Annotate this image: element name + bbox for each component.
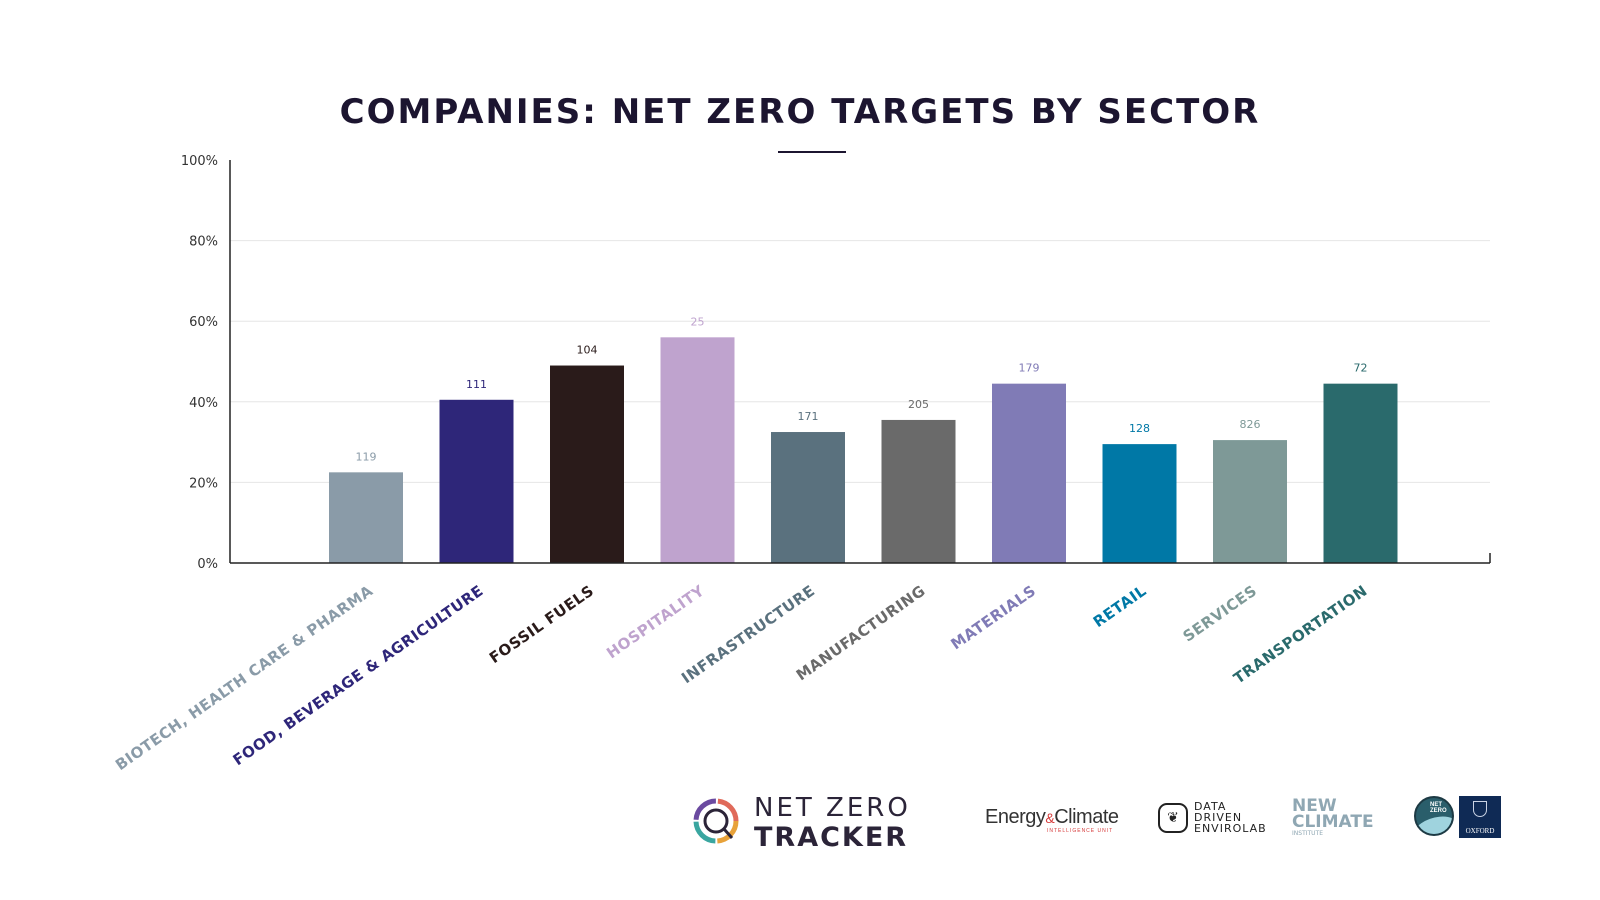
title-underline (778, 151, 846, 153)
bar (550, 365, 624, 563)
magnifier-icon (693, 798, 739, 844)
ec-amp: & (1045, 810, 1055, 826)
bar (1323, 383, 1398, 563)
energy-climate-logo: Energy&Climate INTELLIGENCE UNIT (985, 806, 1119, 834)
bar (1213, 440, 1287, 563)
bar (660, 337, 735, 563)
x-tick-label: FOSSIL FUELS (486, 582, 597, 667)
data-label: 128 (1129, 422, 1150, 435)
y-tick-label: 100% (181, 154, 218, 169)
dde-line-1: DATA (1194, 800, 1227, 813)
bars (329, 337, 1398, 563)
net-zero-tracker-logo: NET ZERO TRACKER (692, 793, 922, 853)
bar (329, 472, 403, 563)
ec-word-2: Climate (1054, 806, 1119, 828)
gridlines (230, 240, 1490, 483)
nzt-line-1: NET ZERO (754, 793, 911, 823)
data-label: 111 (466, 378, 487, 391)
oxford-wordmark: OXFORD (1465, 827, 1495, 835)
bar (881, 419, 956, 563)
data-label: 826 (1240, 418, 1261, 431)
ec-subtitle: INTELLIGENCE UNIT (1047, 828, 1114, 834)
nzt-line-2: TRACKER (754, 822, 909, 853)
bar (771, 432, 845, 563)
x-tick-label: FOOD, BEVERAGE & AGRICULTURE (230, 582, 487, 770)
new-climate-institute-logo: NEW CLIMATE INSTITUTE (1292, 798, 1374, 838)
x-tick-label: MATERIALS (948, 582, 1040, 654)
x-tick-label: RETAIL (1090, 582, 1150, 632)
y-tick-label: 40% (189, 396, 218, 411)
dde-line-3: ENVIROLAB (1194, 822, 1267, 835)
net-zero-badge-logo: NET ZERO (1414, 796, 1454, 836)
y-tick-label: 80% (189, 235, 218, 250)
nci-line-1: NEW (1292, 796, 1337, 816)
data-labels: 119 111 104 25 171 205 179 128 826 72 (356, 315, 1368, 463)
leaf-icon: ❦ (1158, 802, 1188, 833)
badge-line-1: NET (1430, 802, 1442, 808)
x-tick-label: SERVICES (1180, 582, 1261, 646)
crest-icon (1473, 801, 1487, 817)
y-tick-label: 0% (197, 557, 218, 572)
y-tick-labels: 0% 20% 40% 60% 80% 100% (181, 154, 218, 572)
wave-icon (1416, 810, 1452, 834)
chart-title: COMPANIES: NET ZERO TARGETS BY SECTOR (339, 92, 1261, 132)
data-label: 205 (908, 398, 929, 411)
bar (992, 383, 1066, 563)
y-tick-label: 20% (189, 476, 218, 491)
data-driven-envirolab-logo: ❦ DATA DRIVEN ENVIROLAB (1158, 801, 1267, 834)
bar (1102, 444, 1177, 563)
nci-line-3: INSTITUTE (1292, 830, 1324, 837)
data-label: 179 (1019, 362, 1040, 375)
badge-line-2: ZERO (1430, 808, 1447, 814)
dde-line-2: DRIVEN (1194, 811, 1243, 824)
ec-word-1: Energy (985, 806, 1046, 828)
bar (439, 399, 514, 563)
y-tick-label: 60% (189, 315, 218, 330)
data-label: 104 (577, 344, 598, 357)
data-label: 72 (1354, 362, 1368, 375)
data-label: 119 (356, 450, 377, 463)
oxford-logo: OXFORD (1459, 796, 1501, 838)
data-label: 171 (798, 410, 819, 423)
nci-line-2: CLIMATE (1292, 812, 1374, 832)
x-tick-label: HOSPITALITY (603, 581, 708, 662)
data-label: 25 (691, 315, 705, 328)
bar-chart: 0%20%40%60%80%100% 119111104251712051791… (112, 154, 1491, 774)
